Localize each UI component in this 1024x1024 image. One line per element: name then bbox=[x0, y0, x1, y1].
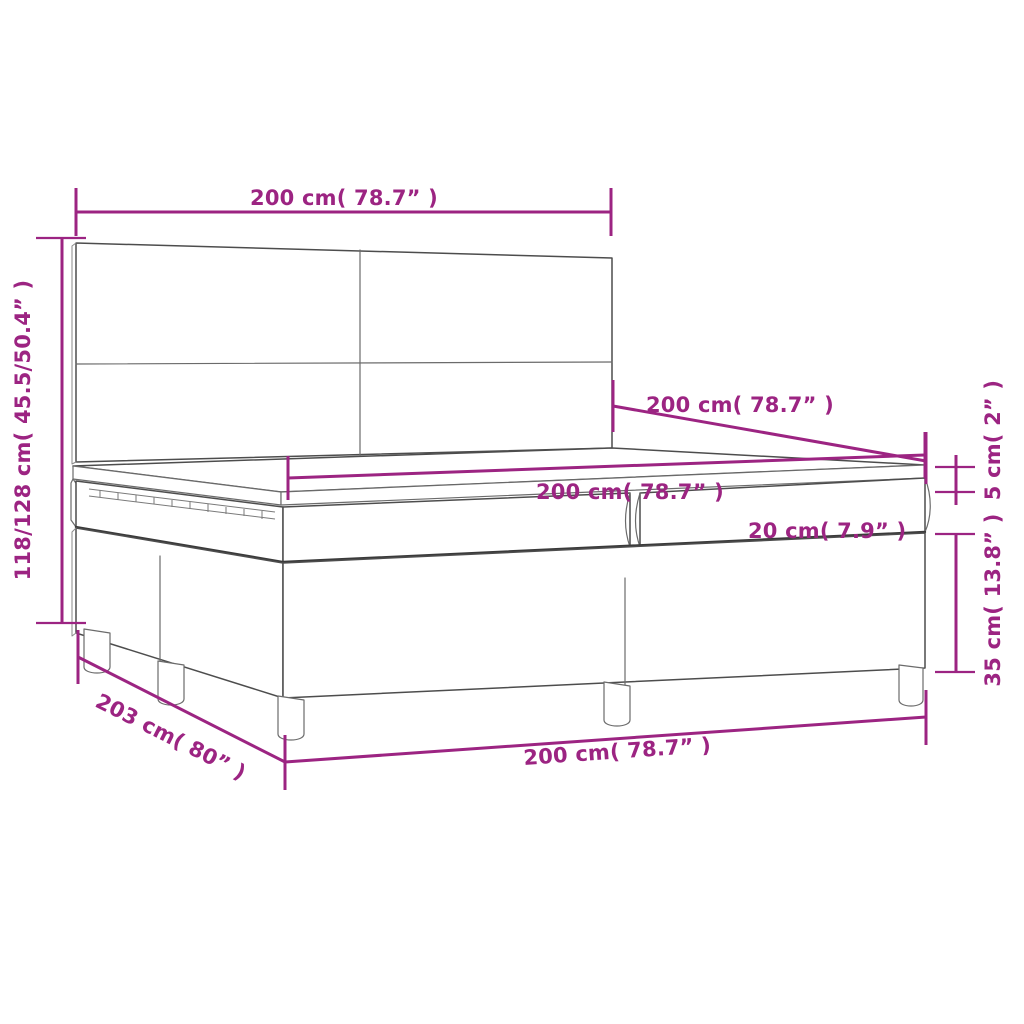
headboard-left-edge bbox=[71, 242, 77, 465]
leg-front-right bbox=[603, 681, 631, 727]
dim-base-height: 35 cm( 13.8” ) bbox=[935, 513, 1005, 687]
dim-total-height: 118/128 cm( 45.5/50.4” ) bbox=[11, 236, 86, 625]
mattress-divider-corner-2 bbox=[634, 492, 641, 548]
base-rim-right bbox=[281, 530, 927, 564]
base-rim-left bbox=[74, 525, 285, 564]
dim-label-total-height: 118/128 cm( 45.5/50.4” ) bbox=[11, 280, 35, 581]
mattress-stitching bbox=[88, 488, 276, 520]
mattress-right-endcap bbox=[924, 477, 931, 533]
dim-label-base-height: 35 cm( 13.8” ) bbox=[981, 513, 1005, 686]
dim-topper-thickness: 5 cm( 2” ) bbox=[935, 380, 1005, 505]
dim-label-topper-thickness: 5 cm( 2” ) bbox=[981, 380, 1005, 500]
dim-label-mattress-thickness: 20 cm( 7.9” ) bbox=[748, 519, 906, 543]
base-face-front bbox=[282, 532, 926, 699]
leg-far-right bbox=[898, 664, 924, 707]
headboard-seam-horizontal bbox=[75, 361, 613, 365]
dim-label-bed-width: 200 cm( 78.7” ) bbox=[523, 733, 712, 770]
mattress-divider-corner bbox=[624, 492, 631, 548]
dim-mattress-width: 200 cm( 78.7” ) bbox=[286, 432, 927, 504]
box-spring-base-group bbox=[71, 525, 927, 699]
leg-front-center bbox=[277, 695, 305, 741]
headboard-group bbox=[71, 242, 613, 465]
dim-mattress-thickness: 20 cm( 7.9” ) bbox=[748, 519, 906, 543]
headboard-panel bbox=[75, 242, 613, 463]
dim-label-mattress-depth: 200 cm( 78.7” ) bbox=[646, 393, 834, 417]
dim-headboard-width: 200 cm( 78.7” ) bbox=[74, 186, 613, 236]
dim-label-headboard-width: 200 cm( 78.7” ) bbox=[250, 186, 438, 210]
base-left-edge bbox=[71, 527, 77, 637]
dim-mattress-depth: 200 cm( 78.7” ) bbox=[611, 380, 928, 484]
dim-label-mattress-width: 200 cm( 78.7” ) bbox=[536, 480, 724, 504]
